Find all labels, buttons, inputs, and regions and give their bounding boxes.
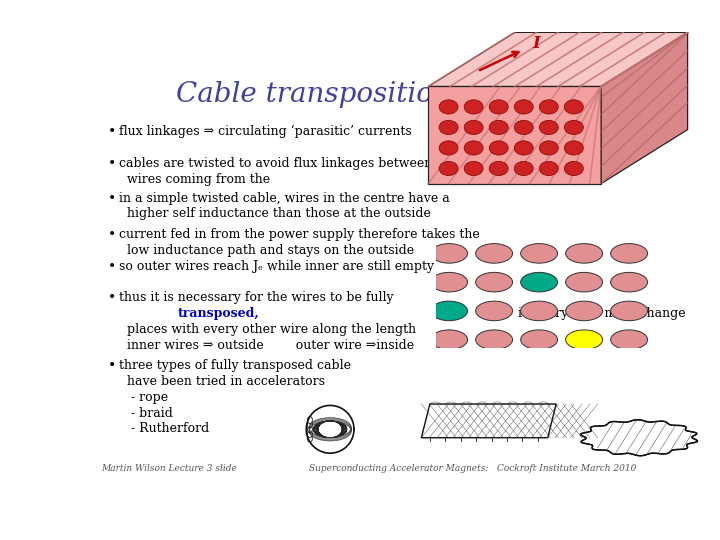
- Ellipse shape: [611, 301, 647, 321]
- Circle shape: [539, 120, 558, 134]
- Ellipse shape: [476, 272, 513, 292]
- Text: - Rutherford: - Rutherford: [119, 422, 210, 435]
- Polygon shape: [428, 86, 601, 184]
- Ellipse shape: [431, 244, 467, 263]
- Text: •: •: [108, 157, 116, 171]
- Ellipse shape: [476, 330, 513, 349]
- Ellipse shape: [611, 244, 647, 263]
- Text: •: •: [108, 228, 116, 242]
- Text: Martin Wilson Lecture 3 slide: Martin Wilson Lecture 3 slide: [101, 464, 237, 473]
- Text: ie every wire must change: ie every wire must change: [513, 307, 685, 320]
- Circle shape: [564, 100, 583, 114]
- Text: - braid: - braid: [119, 407, 173, 420]
- Circle shape: [464, 141, 483, 155]
- Circle shape: [464, 161, 483, 176]
- Ellipse shape: [566, 301, 603, 321]
- Text: I: I: [532, 35, 540, 51]
- Circle shape: [514, 100, 534, 114]
- Ellipse shape: [566, 272, 603, 292]
- Circle shape: [489, 120, 508, 134]
- Text: •: •: [108, 125, 116, 139]
- Ellipse shape: [476, 301, 513, 321]
- Ellipse shape: [307, 421, 312, 428]
- Ellipse shape: [611, 272, 647, 292]
- Text: current fed in from the power supply therefore takes the: current fed in from the power supply the…: [119, 228, 480, 241]
- Circle shape: [564, 161, 583, 176]
- Text: transposed,: transposed,: [177, 307, 259, 320]
- Text: thus it is necessary for the wires to be fully: thus it is necessary for the wires to be…: [119, 292, 394, 305]
- Polygon shape: [421, 404, 556, 438]
- Ellipse shape: [307, 416, 312, 423]
- Text: •: •: [108, 292, 116, 306]
- Text: flux linkages ⇒ circulating ‘parasitic’ currents: flux linkages ⇒ circulating ‘parasitic’ …: [119, 125, 420, 138]
- Text: Superconducting Accelerator Magnets:   Cockroft Institute March 2010: Superconducting Accelerator Magnets: Coc…: [310, 464, 637, 473]
- Text: so outer wires reach Jₑ while inner are still empty: so outer wires reach Jₑ while inner are …: [119, 260, 434, 273]
- Circle shape: [439, 141, 458, 155]
- Text: cables are twisted to avoid flux linkages between the: cables are twisted to avoid flux linkage…: [119, 157, 456, 170]
- Ellipse shape: [521, 301, 557, 321]
- Text: Cable transposition: Cable transposition: [176, 80, 451, 107]
- Text: - rope: - rope: [119, 391, 168, 404]
- Polygon shape: [580, 420, 698, 456]
- Circle shape: [539, 141, 558, 155]
- Circle shape: [539, 100, 558, 114]
- Ellipse shape: [307, 426, 312, 433]
- Polygon shape: [428, 32, 688, 86]
- Circle shape: [464, 120, 483, 134]
- Polygon shape: [601, 32, 688, 184]
- Text: inner wires ⇒ outside        outer wire ⇒inside: inner wires ⇒ outside outer wire ⇒inside: [119, 339, 414, 352]
- Ellipse shape: [431, 330, 467, 349]
- Circle shape: [439, 161, 458, 176]
- Text: •: •: [108, 359, 116, 373]
- Ellipse shape: [307, 435, 312, 442]
- Ellipse shape: [566, 330, 603, 349]
- Text: low inductance path and stays on the outside: low inductance path and stays on the out…: [119, 244, 414, 256]
- Circle shape: [439, 100, 458, 114]
- Text: places with every other wire along the length: places with every other wire along the l…: [119, 323, 416, 336]
- Circle shape: [514, 141, 534, 155]
- Ellipse shape: [431, 272, 467, 292]
- Circle shape: [489, 100, 508, 114]
- Circle shape: [539, 161, 558, 176]
- Text: three types of fully transposed cable: three types of fully transposed cable: [119, 359, 351, 372]
- Text: higher self inductance than those at the outside: higher self inductance than those at the…: [119, 207, 431, 220]
- Text: wires coming from the: wires coming from the: [119, 173, 274, 186]
- Circle shape: [514, 120, 534, 134]
- Circle shape: [464, 100, 483, 114]
- Ellipse shape: [611, 330, 647, 349]
- Text: •: •: [108, 192, 116, 206]
- Text: •: •: [108, 260, 116, 274]
- Text: have been tried in accelerators: have been tried in accelerators: [119, 375, 325, 388]
- Text: in a simple twisted cable, wires in the centre have a: in a simple twisted cable, wires in the …: [119, 192, 450, 205]
- Circle shape: [489, 161, 508, 176]
- Ellipse shape: [566, 244, 603, 263]
- Circle shape: [564, 120, 583, 134]
- Ellipse shape: [307, 430, 312, 437]
- Circle shape: [439, 120, 458, 134]
- Ellipse shape: [521, 330, 557, 349]
- Circle shape: [489, 141, 508, 155]
- Circle shape: [514, 161, 534, 176]
- Ellipse shape: [521, 272, 557, 292]
- Ellipse shape: [521, 244, 557, 263]
- Circle shape: [564, 141, 583, 155]
- Ellipse shape: [476, 244, 513, 263]
- Ellipse shape: [431, 301, 467, 321]
